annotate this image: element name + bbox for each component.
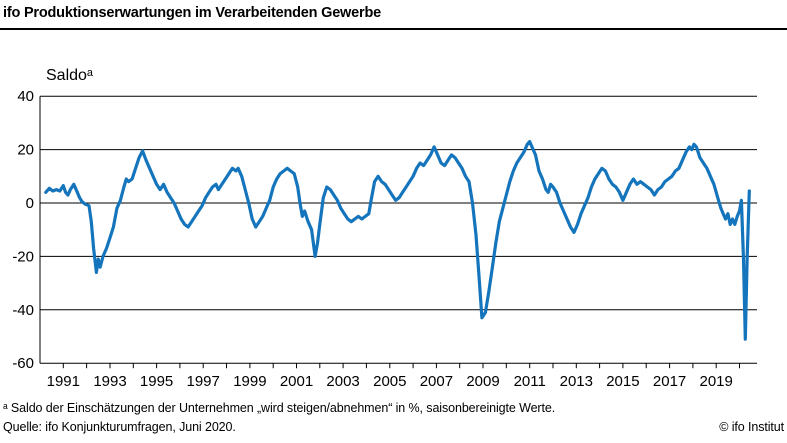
line-chart: 40 20 0 -20 -40 -60 1991 1993 1995 1997 1999 2001 20…: [12, 67, 757, 390]
svg-text:-60: -60: [12, 355, 34, 372]
svg-text:1997: 1997: [187, 373, 220, 390]
svg-text:40: 40: [17, 88, 34, 105]
svg-text:2019: 2019: [700, 373, 733, 390]
y-axis-labels: 40 20 0 -20 -40 -60: [12, 88, 34, 372]
copyright-text: © ifo Institut: [719, 420, 784, 434]
source-text: Quelle: ifo Konjunkturumfragen, Juni 202…: [3, 420, 236, 434]
y-gridlines: [40, 95, 757, 311]
svg-text:2009: 2009: [466, 373, 499, 390]
svg-text:0: 0: [26, 195, 34, 212]
svg-text:2005: 2005: [373, 373, 406, 390]
svg-text:2015: 2015: [606, 373, 639, 390]
svg-text:2011: 2011: [514, 373, 546, 390]
source-row: Quelle: ifo Konjunkturumfragen, Juni 202…: [3, 420, 784, 434]
svg-text:2007: 2007: [420, 373, 453, 390]
x-axis: [40, 362, 757, 369]
series-line-produktionserwartungen: [44, 139, 751, 341]
chart-footnote: ᵃ Saldo der Einschätzungen der Unternehm…: [3, 401, 556, 415]
svg-text:1991: 1991: [47, 373, 80, 390]
svg-text:2001: 2001: [280, 373, 313, 390]
svg-text:1995: 1995: [140, 373, 173, 390]
svg-text:2013: 2013: [560, 373, 593, 390]
svg-text:20: 20: [17, 142, 34, 159]
svg-text:1993: 1993: [93, 373, 126, 390]
title-divider: [0, 28, 787, 30]
y-axis-caption: Saldoᵃ: [46, 67, 94, 84]
svg-text:2003: 2003: [326, 373, 359, 390]
svg-text:1999: 1999: [233, 373, 266, 390]
x-axis-labels: 1991 1993 1995 1997 1999 2001 2003 2005 2007 2009…: [47, 373, 733, 390]
svg-text:2017: 2017: [653, 373, 686, 390]
svg-text:-20: -20: [12, 248, 34, 265]
svg-text:-40: -40: [12, 302, 34, 319]
chart-title: ifo Produktionserwartungen im Verarbeite…: [3, 5, 381, 21]
